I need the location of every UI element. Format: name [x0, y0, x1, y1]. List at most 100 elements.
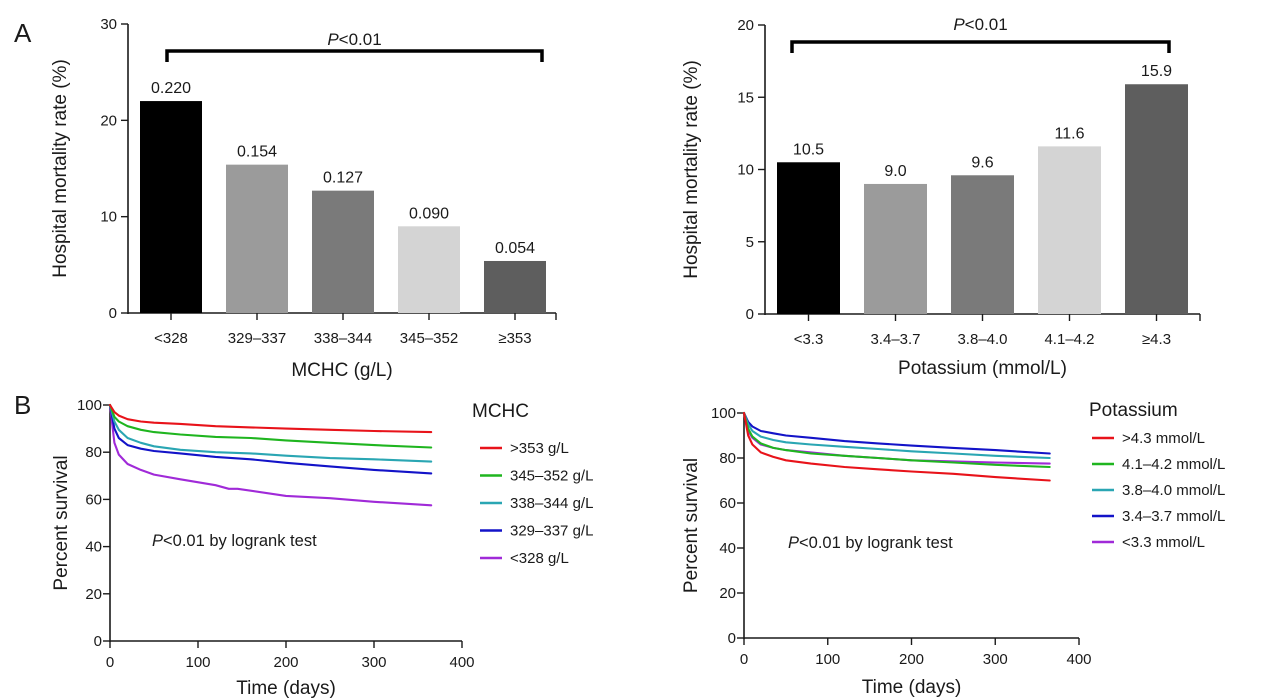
- significance-label: P<0.01: [327, 30, 381, 49]
- x-tick-label: ≥353: [498, 330, 531, 347]
- panel-letter-b: B: [14, 390, 31, 420]
- bar-value-label: 15.9: [1141, 63, 1172, 80]
- y-tick-label: 60: [85, 491, 102, 508]
- y-tick-label: 5: [746, 234, 754, 251]
- x-axis-title: Time (days): [236, 678, 336, 698]
- mchc-bar-chart: 0 10 20 30 0.220 <328 0.154 329–337 0.127 338–344…: [50, 16, 557, 381]
- bar: [484, 260, 546, 313]
- x-tick-label: ≥4.3: [1142, 331, 1171, 348]
- x-tick-label: 4.1–4.2: [1044, 331, 1094, 348]
- bar-value-label: 0.154: [237, 144, 277, 161]
- bar: [951, 175, 1014, 314]
- significance-bracket: [790, 40, 1171, 53]
- bar: [226, 164, 288, 313]
- y-tick-label: 0: [746, 306, 754, 323]
- x-axis-title: Time (days): [862, 677, 962, 698]
- y-tick-label: 20: [85, 586, 102, 603]
- legend-entry: 345–352 g/L: [510, 468, 593, 485]
- y-tick-label: 40: [85, 539, 102, 556]
- legend-entry: 3.4–3.7 mmol/L: [1122, 508, 1225, 525]
- y-axis-title: Percent survival: [51, 455, 72, 590]
- bar: [312, 190, 374, 313]
- y-tick-label: 20: [719, 585, 736, 602]
- legend-entry: >4.3 mmol/L: [1122, 430, 1205, 447]
- y-tick-label: 0: [94, 633, 102, 650]
- survival-curve: [108, 403, 433, 449]
- survival-curve: [108, 403, 433, 463]
- y-tick-label: 30: [100, 16, 117, 33]
- bar: [777, 162, 840, 314]
- x-axis-title: MCHC (g/L): [291, 360, 392, 381]
- bar-value-label: 0.127: [323, 170, 363, 187]
- x-tick-label: 100: [815, 651, 840, 668]
- x-tick-label: <3.3: [794, 331, 824, 348]
- bar-value-label: 0.220: [151, 80, 191, 97]
- y-tick-label: 0: [109, 305, 117, 322]
- significance-label: P<0.01: [953, 15, 1007, 34]
- significance-bracket: [165, 49, 544, 62]
- legend-entry: 3.8–4.0 mmol/L: [1122, 482, 1225, 499]
- legend-title: MCHC: [472, 401, 529, 422]
- y-tick-label: 15: [737, 89, 754, 106]
- survival-curve: [742, 411, 1051, 460]
- bar-value-label: 0.090: [409, 205, 449, 222]
- legend-entry: 329–337 g/L: [510, 523, 593, 540]
- x-tick-label: 100: [185, 654, 210, 671]
- y-tick-label: 20: [100, 112, 117, 129]
- bar: [140, 101, 202, 313]
- bar: [1038, 146, 1101, 314]
- y-tick-label: 100: [711, 405, 736, 422]
- y-axis-title: Hospital mortality rate (%): [681, 60, 702, 279]
- x-tick-label: 3.4–3.7: [870, 331, 920, 348]
- x-tick-label: 0: [106, 654, 114, 671]
- y-tick-label: 40: [719, 540, 736, 557]
- y-tick-label: 100: [77, 397, 102, 414]
- potassium-survival-chart: 0 20 40 60 80 100 0 100 200 300 400 Percent surviva…: [681, 400, 1225, 698]
- survival-curve: [742, 411, 1051, 455]
- survival-curve: [108, 403, 433, 507]
- survival-curve: [742, 411, 1051, 469]
- y-tick-label: 60: [719, 495, 736, 512]
- legend-entry: <3.3 mmol/L: [1122, 534, 1205, 551]
- y-tick-label: 10: [100, 209, 117, 226]
- survival-curve: [108, 403, 433, 434]
- x-tick-label: 200: [273, 654, 298, 671]
- mchc-survival-chart: 0 20 40 60 80 100 0 100 200 300 400 Percent surviva…: [51, 397, 593, 698]
- x-tick-label: 3.8–4.0: [957, 331, 1007, 348]
- x-tick-label: 300: [361, 654, 386, 671]
- bar-value-label: 10.5: [793, 141, 824, 158]
- x-tick-label: 329–337: [228, 330, 286, 347]
- bar-value-label: 9.0: [884, 163, 906, 180]
- x-tick-label: 300: [983, 651, 1008, 668]
- y-tick-label: 10: [737, 162, 754, 179]
- panel-letter-a: A: [14, 18, 32, 48]
- x-tick-label: 200: [899, 651, 924, 668]
- legend-entry: 4.1–4.2 mmol/L: [1122, 456, 1225, 473]
- bar-value-label: 11.6: [1055, 125, 1085, 142]
- legend-entry: >353 g/L: [510, 440, 569, 457]
- y-tick-label: 80: [85, 444, 102, 461]
- survival-curve: [742, 411, 1051, 482]
- y-tick-label: 80: [719, 450, 736, 467]
- x-tick-label: 338–344: [314, 330, 372, 347]
- legend-entry: 338–344 g/L: [510, 495, 593, 512]
- survival-curve: [108, 403, 433, 475]
- x-tick-label: 400: [449, 654, 474, 671]
- logrank-annotation: P<0.01 by logrank test: [788, 534, 953, 552]
- x-tick-label: 400: [1066, 651, 1091, 668]
- x-tick-label: 0: [740, 651, 748, 668]
- bar: [1125, 84, 1188, 315]
- bar-value-label: 0.054: [495, 240, 535, 257]
- y-axis-title: Percent survival: [681, 458, 702, 593]
- logrank-annotation: P<0.01 by logrank test: [152, 532, 317, 550]
- potassium-bar-chart: 0 5 10 15 20 10.5 <3.3 9.0 3.4–3.7 9.6 3.8–4.0 11.6…: [681, 15, 1201, 379]
- y-tick-label: 20: [737, 17, 754, 34]
- bar: [398, 226, 460, 313]
- x-tick-label: 345–352: [400, 330, 458, 347]
- legend-title: Potassium: [1089, 400, 1178, 421]
- x-tick-label: <328: [154, 330, 188, 347]
- y-tick-label: 0: [728, 630, 736, 647]
- legend-entry: <328 g/L: [510, 550, 569, 567]
- y-axis-title: Hospital mortality rate (%): [50, 59, 71, 278]
